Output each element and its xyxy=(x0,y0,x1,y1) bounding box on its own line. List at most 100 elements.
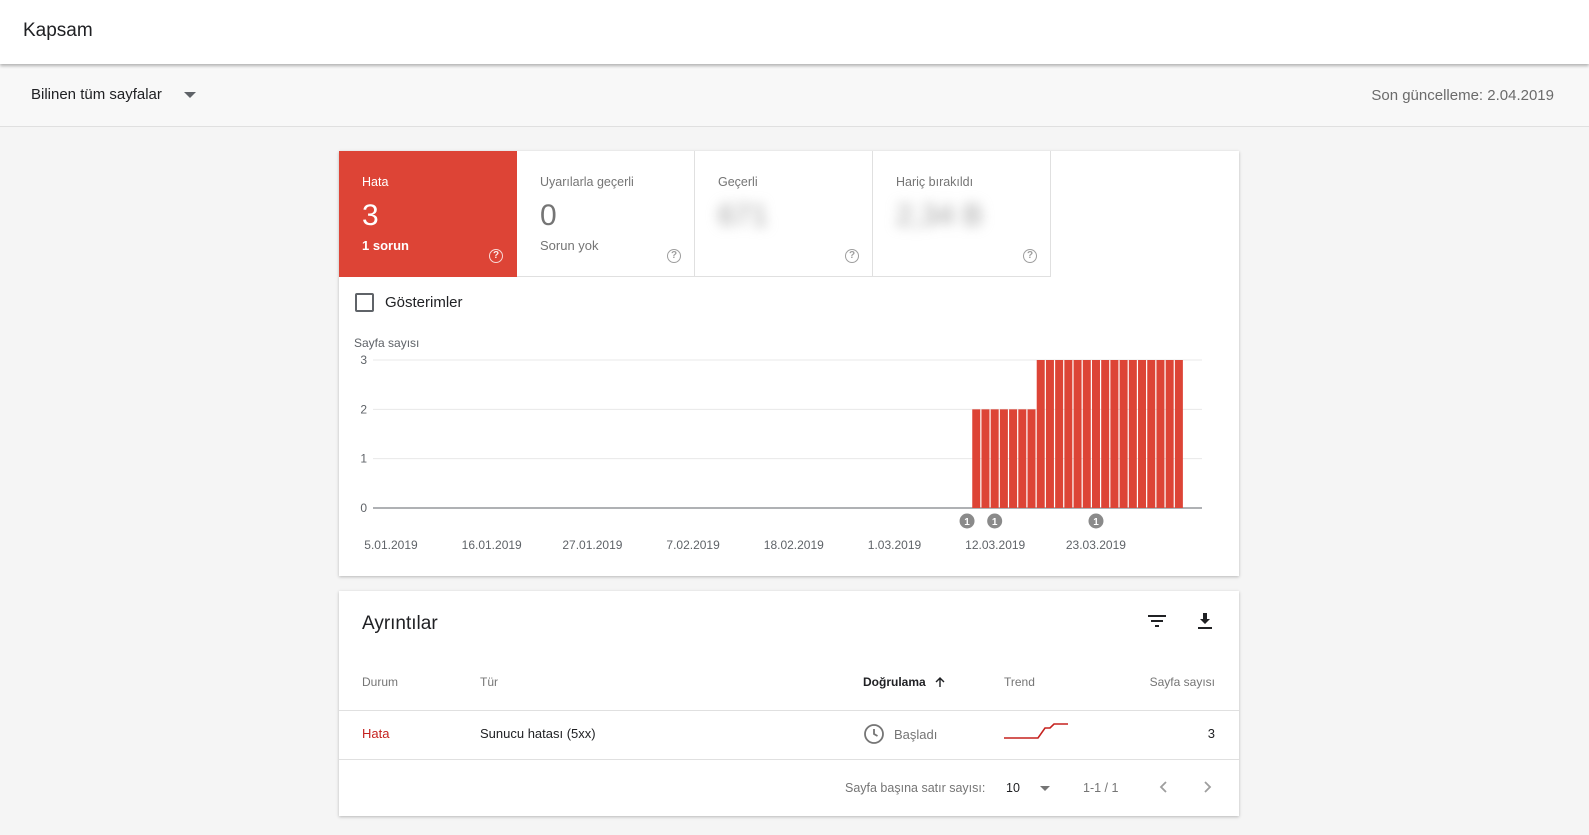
chevron-right-icon[interactable] xyxy=(1198,778,1216,796)
divider xyxy=(339,710,1239,711)
bar xyxy=(1110,360,1119,508)
annotation-label: 1 xyxy=(964,517,970,528)
bar xyxy=(1018,409,1027,508)
table-row[interactable]: Hata Sunucu hatası (5xx) Başladı 3 xyxy=(339,711,1239,760)
col-validation[interactable]: Doğrulama xyxy=(863,675,947,689)
tile-valid[interactable]: Geçerli 671 ? xyxy=(695,151,873,277)
tile-excluded[interactable]: Hariç bırakıldı 2,34 B ? xyxy=(873,151,1051,277)
col-validation-label: Doğrulama xyxy=(863,675,926,689)
bar xyxy=(1082,360,1091,508)
download-icon[interactable] xyxy=(1193,609,1217,633)
bar xyxy=(1091,360,1100,508)
arrow-up-icon xyxy=(935,677,945,687)
caret-down-icon xyxy=(183,91,196,98)
page-title: Kapsam xyxy=(23,20,93,41)
row-validation-label: Başladı xyxy=(894,726,938,742)
bar xyxy=(1156,360,1165,508)
impressions-label: Gösterimler xyxy=(385,294,463,311)
caret-down-icon xyxy=(1039,785,1050,791)
x-tick-label: 7.02.2019 xyxy=(666,538,720,552)
impressions-checkbox[interactable] xyxy=(355,293,374,312)
bar xyxy=(1036,360,1045,508)
annotation-marker xyxy=(1088,513,1104,529)
tile-value: 0 xyxy=(540,199,557,232)
bar xyxy=(1174,360,1183,508)
y-axis-label: Sayfa sayısı xyxy=(354,336,419,350)
divider xyxy=(339,759,1239,760)
help-icon[interactable]: ? xyxy=(1023,249,1037,263)
y-tick-label: 2 xyxy=(360,402,367,416)
row-count: 3 xyxy=(1207,726,1215,741)
bar xyxy=(999,409,1008,508)
details-card: Ayrıntılar Durum Tür Doğrulama Trend Say… xyxy=(339,591,1239,816)
annotation-label: 1 xyxy=(1093,517,1099,528)
x-tick-label: 23.03.2019 xyxy=(1066,538,1126,552)
bar xyxy=(1147,360,1156,508)
summary-card: Hata 3 1 sorun ? Uyarılarla geçerli 0 So… xyxy=(339,151,1239,576)
bar xyxy=(1119,360,1128,508)
row-type: Sunucu hatası (5xx) xyxy=(480,726,596,741)
bar xyxy=(1073,360,1082,508)
bar xyxy=(1055,360,1064,508)
col-type[interactable]: Tür xyxy=(480,675,498,689)
col-count[interactable]: Sayfa sayısı xyxy=(1149,675,1215,689)
col-trend[interactable]: Trend xyxy=(1004,675,1035,689)
help-icon[interactable]: ? xyxy=(489,249,503,263)
page-filter-label: Bilinen tüm sayfalar xyxy=(31,86,162,103)
annotation-label: 1 xyxy=(992,517,998,528)
bar xyxy=(1027,409,1036,508)
top-bar: Kapsam xyxy=(0,0,1589,64)
y-tick-label: 0 xyxy=(360,501,367,515)
tile-label: Hariç bırakıldı xyxy=(896,175,974,189)
bar xyxy=(981,409,990,508)
page-range: 1-1 / 1 xyxy=(1083,781,1119,795)
help-icon[interactable]: ? xyxy=(845,249,859,263)
bar xyxy=(972,409,981,508)
x-tick-label: 16.01.2019 xyxy=(462,538,522,552)
y-tick-label: 3 xyxy=(360,353,367,367)
clock-icon xyxy=(864,724,884,744)
tile-valid-with-warnings[interactable]: Uyarılarla geçerli 0 Sorun yok ? xyxy=(517,151,695,277)
bar xyxy=(1138,360,1147,508)
col-status[interactable]: Durum xyxy=(362,675,399,689)
trend-sparkline xyxy=(1004,723,1068,739)
help-icon[interactable]: ? xyxy=(667,249,681,263)
x-tick-label: 18.02.2019 xyxy=(764,538,824,552)
bar xyxy=(1064,360,1073,508)
tile-sub: Sorun yok xyxy=(540,238,599,253)
tile-label: Uyarılarla geçerli xyxy=(540,175,634,189)
x-tick-label: 5.01.2019 xyxy=(364,538,418,552)
pages-chart: Sayfa sayısı 0 1 2 3 5.01.2019 16.01.2019 27.01… xyxy=(354,336,1202,552)
chevron-left-icon[interactable] xyxy=(1155,778,1173,796)
y-tick-label: 1 xyxy=(360,452,367,466)
annotation-marker xyxy=(987,513,1003,529)
rows-per-page-select[interactable]: 10 xyxy=(1006,781,1050,795)
x-tick-label: 12.03.2019 xyxy=(965,538,1025,552)
row-status: Hata xyxy=(362,726,390,741)
tile-label: Hata xyxy=(362,175,389,189)
tile-error[interactable]: Hata 3 1 sorun ? xyxy=(339,151,517,277)
bar xyxy=(1128,360,1137,508)
tile-sub: 1 sorun xyxy=(362,238,409,253)
bar xyxy=(1101,360,1110,508)
bar xyxy=(1165,360,1174,508)
tile-value: 3 xyxy=(362,199,379,232)
filter-icon[interactable] xyxy=(1145,609,1169,633)
impressions-toggle[interactable]: Gösterimler xyxy=(355,293,463,312)
annotation-marker xyxy=(959,513,975,529)
bar xyxy=(1045,360,1054,508)
details-title: Ayrıntılar xyxy=(362,613,438,634)
last-update-text: Son güncelleme: 2.04.2019 xyxy=(1371,87,1554,104)
tile-value: 2,34 B xyxy=(896,199,983,232)
tile-label: Geçerli xyxy=(718,175,758,189)
bar xyxy=(1009,409,1018,508)
x-tick-label: 27.01.2019 xyxy=(562,538,622,552)
tile-value: 671 xyxy=(718,199,769,232)
filter-bar: Bilinen tüm sayfalar Son güncelleme: 2.0… xyxy=(0,64,1589,127)
row-validation: Başladı xyxy=(863,723,937,745)
page-filter-dropdown[interactable]: Bilinen tüm sayfalar xyxy=(31,86,196,103)
rows-per-page-label: Sayfa başına satır sayısı: xyxy=(845,781,986,795)
bar xyxy=(990,409,999,508)
x-tick-label: 1.03.2019 xyxy=(868,538,922,552)
rows-per-page-value: 10 xyxy=(1006,781,1020,795)
